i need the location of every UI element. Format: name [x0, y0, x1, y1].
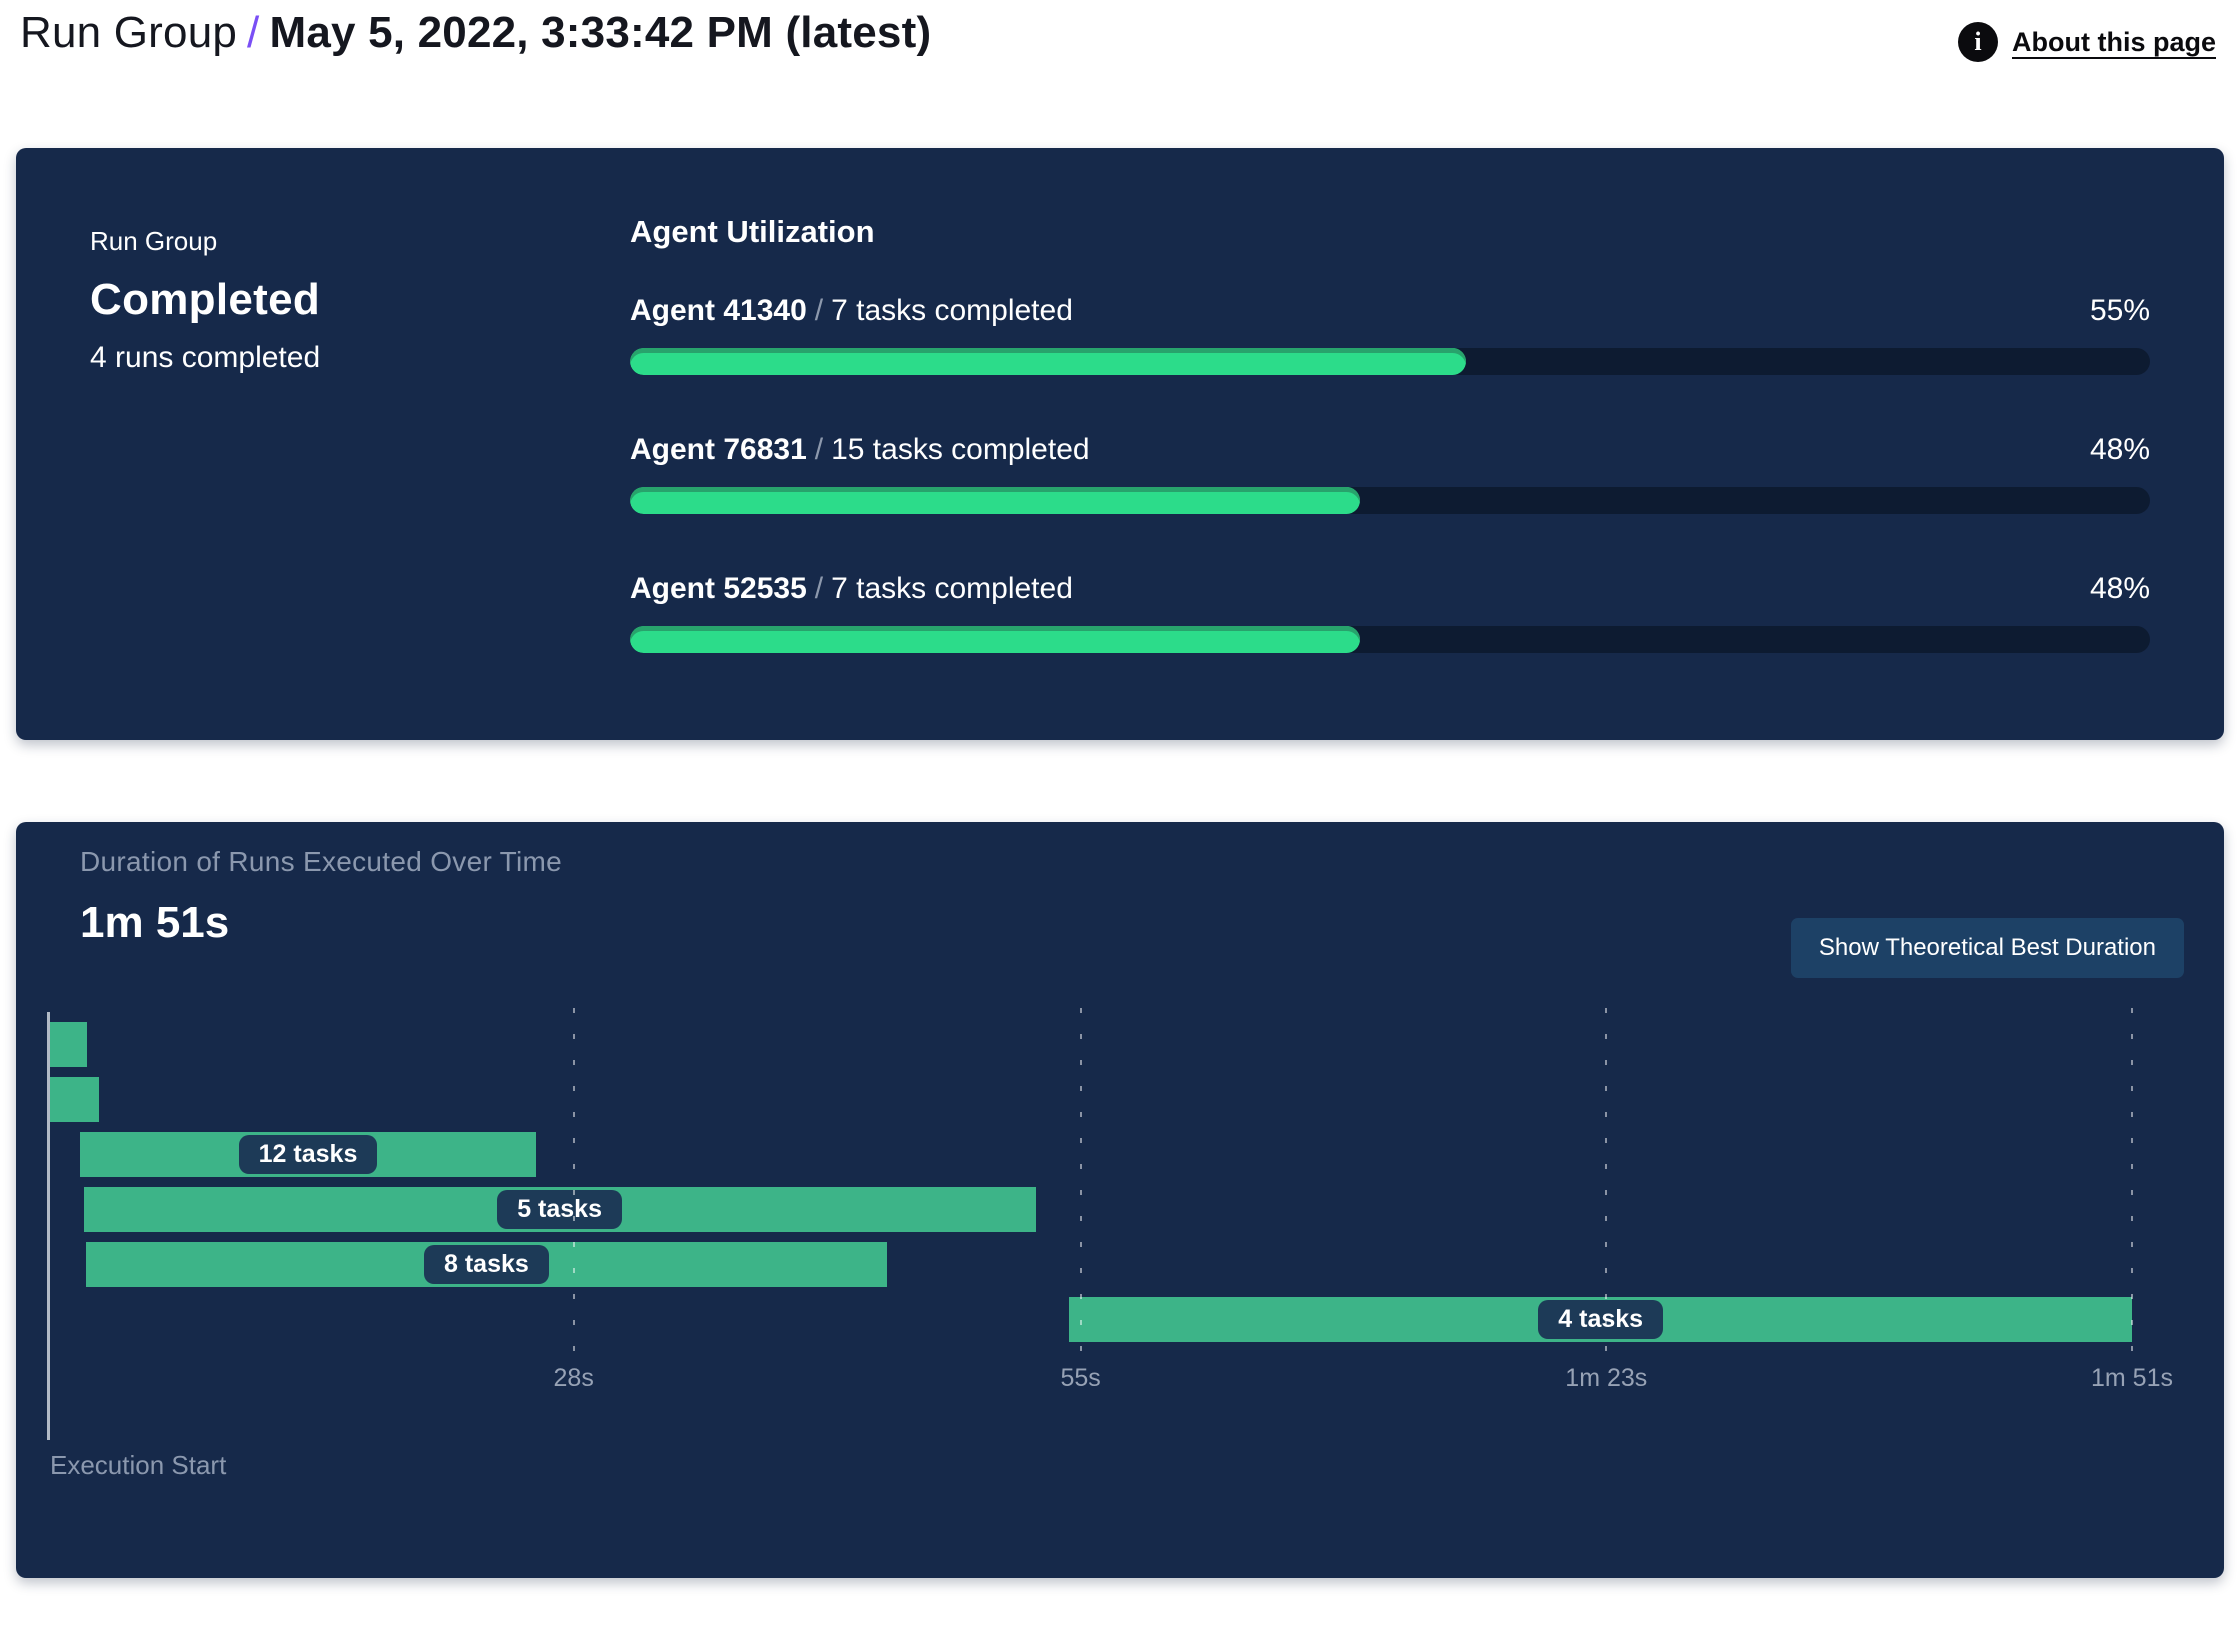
axis-tick-label: 28s: [554, 1364, 594, 1393]
breadcrumb-separator: /: [237, 8, 269, 57]
gantt-bar[interactable]: 12 tasks: [80, 1132, 536, 1177]
status-text: Completed: [90, 275, 320, 325]
gantt-row: [48, 1022, 2132, 1067]
agent-label: Agent 76831/15 tasks completed: [630, 433, 1090, 467]
agent-row: Agent 76831/15 tasks completed 48%: [630, 433, 2150, 514]
utilization-bar-track: [630, 348, 2150, 375]
duration-chart-panel: Duration of Runs Executed Over Time 1m 5…: [16, 822, 2224, 1578]
run-group-label: Run Group: [90, 226, 320, 257]
axis-gridline: [2131, 1008, 2133, 1352]
agent-label: Agent 52535/7 tasks completed: [630, 572, 1073, 606]
show-theoretical-best-duration-button[interactable]: Show Theoretical Best Duration: [1791, 918, 2184, 978]
agent-line: Agent 76831/15 tasks completed 48%: [630, 433, 2150, 467]
info-icon[interactable]: i: [1958, 22, 1998, 62]
agent-name: Agent 76831: [630, 433, 807, 466]
total-duration-value: 1m 51s: [80, 898, 229, 948]
agent-percent: 48%: [2090, 572, 2150, 606]
utilization-bar-fill: [630, 626, 1360, 653]
about-this-page-link[interactable]: About this page: [2012, 27, 2216, 58]
agent-utilization-title: Agent Utilization: [630, 214, 2150, 250]
gantt-bar[interactable]: 4 tasks: [1069, 1297, 2132, 1342]
gantt-bar[interactable]: [48, 1022, 87, 1067]
utilization-bar-track: [630, 626, 2150, 653]
gantt-chart: 12 tasks5 tasks8 tasks4 tasks 28s55s1m 2…: [48, 1008, 2132, 1352]
breadcrumb-run-group[interactable]: Run Group: [20, 8, 237, 57]
run-group-summary-panel: Run Group Completed 4 runs completed Age…: [16, 148, 2224, 740]
agent-utilization-section: Agent Utilization Agent 41340/7 tasks co…: [630, 214, 2150, 711]
axis-gridline: [573, 1008, 575, 1352]
task-count-pill: 8 tasks: [424, 1245, 549, 1284]
agent-separator: /: [807, 433, 831, 466]
runs-completed-text: 4 runs completed: [90, 341, 320, 375]
axis-gridline: [1080, 1008, 1082, 1352]
gantt-bars: 12 tasks 5 tasks 8 tasks 4 tasks: [48, 1022, 2132, 1352]
task-count-pill: 5 tasks: [497, 1190, 622, 1229]
agent-line: Agent 41340/7 tasks completed 55%: [630, 294, 2150, 328]
breadcrumb: Run Group/May 5, 2022, 3:33:42 PM (lates…: [20, 8, 931, 58]
run-group-status: Run Group Completed 4 runs completed: [90, 226, 320, 375]
agent-row: Agent 52535/7 tasks completed 48%: [630, 572, 2150, 653]
header-actions: i About this page: [1958, 22, 2216, 62]
task-count-pill: 12 tasks: [239, 1135, 378, 1174]
gantt-row: [48, 1077, 2132, 1122]
gantt-bar[interactable]: [48, 1077, 99, 1122]
axis-tick-label: 1m 51s: [2091, 1364, 2173, 1393]
agent-separator: /: [807, 294, 831, 327]
utilization-bar-fill: [630, 348, 1466, 375]
axis-tick-label: 55s: [1060, 1364, 1100, 1393]
agent-tasks-completed: 15 tasks completed: [831, 433, 1089, 466]
agent-percent: 48%: [2090, 433, 2150, 467]
agent-name: Agent 52535: [630, 572, 807, 605]
duration-chart-title: Duration of Runs Executed Over Time: [80, 846, 562, 878]
page-header: Run Group/May 5, 2022, 3:33:42 PM (lates…: [0, 0, 2240, 100]
gantt-row: 12 tasks: [48, 1132, 2132, 1177]
agent-row: Agent 41340/7 tasks completed 55%: [630, 294, 2150, 375]
agent-line: Agent 52535/7 tasks completed 48%: [630, 572, 2150, 606]
utilization-bar-fill: [630, 487, 1360, 514]
axis-gridline: [1605, 1008, 1607, 1352]
gantt-row: 5 tasks: [48, 1187, 2132, 1232]
gantt-bar[interactable]: 5 tasks: [84, 1187, 1036, 1232]
axis-tick-label: 1m 23s: [1565, 1364, 1647, 1393]
task-count-pill: 4 tasks: [1538, 1300, 1663, 1339]
utilization-bar-track: [630, 487, 2150, 514]
gantt-row: 8 tasks: [48, 1242, 2132, 1287]
agent-label: Agent 41340/7 tasks completed: [630, 294, 1073, 328]
page-title: May 5, 2022, 3:33:42 PM (latest): [269, 8, 931, 57]
agent-percent: 55%: [2090, 294, 2150, 328]
agent-tasks-completed: 7 tasks completed: [831, 294, 1073, 327]
agent-name: Agent 41340: [630, 294, 807, 327]
agent-separator: /: [807, 572, 831, 605]
execution-start-label: Execution Start: [50, 1450, 226, 1481]
execution-start-axis-line: [47, 1012, 50, 1440]
gantt-row: 4 tasks: [48, 1297, 2132, 1342]
agent-tasks-completed: 7 tasks completed: [831, 572, 1073, 605]
gantt-bar[interactable]: 8 tasks: [86, 1242, 888, 1287]
